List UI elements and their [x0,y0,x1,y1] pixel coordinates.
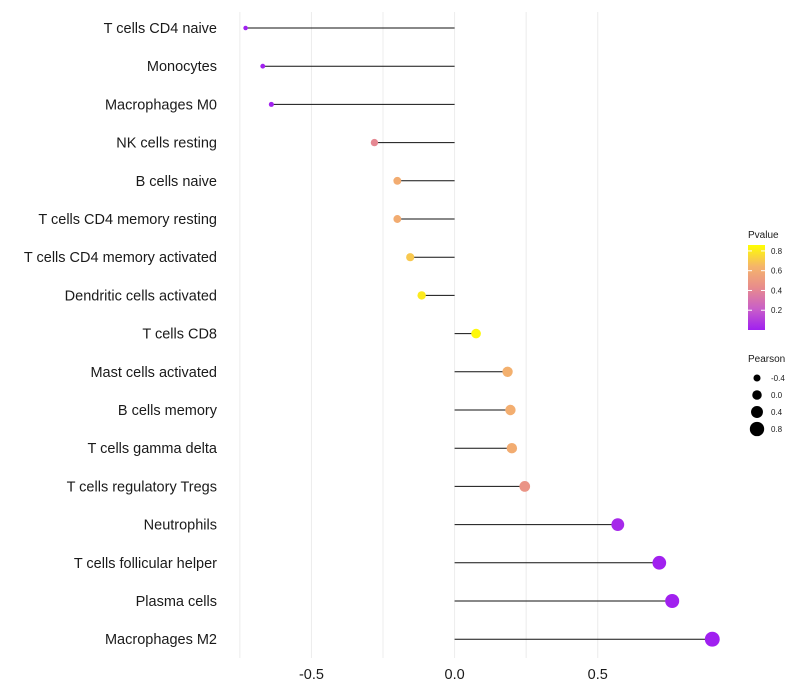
grid-lines [239,12,599,658]
lollipop-point [652,555,667,570]
lollipop-point [505,404,516,416]
category-label: NK cells resting [116,136,217,152]
category-label: T cells follicular helper [74,556,217,572]
pvalue-tick-label: 0.4 [771,286,783,295]
pvalue-legend: Pvalue 0.8 0.6 0.4 0.2 [748,230,783,330]
category-label: B cells naive [136,174,217,190]
x-tick-labels: -0.5 0.0 0.5 [299,667,608,683]
lollipop-points [243,25,720,647]
category-label: T cells CD4 naive [104,21,217,37]
lollipop-point [393,176,402,185]
pvalue-legend-ticks: 0.8 0.6 0.4 0.2 [748,247,783,315]
category-label: Macrophages M0 [105,97,217,113]
category-label: Mast cells activated [90,365,217,381]
lollipop-point [243,25,248,31]
category-label: Neutrophils [144,518,217,534]
pvalue-tick-label: 0.6 [771,267,783,276]
lollipop-point [370,138,379,147]
pearson-legend-label: 0.0 [771,391,783,400]
lollipop-point [268,101,274,107]
lollipop-point [406,253,415,262]
pvalue-legend-title: Pvalue [748,230,779,241]
pvalue-colorbar [748,245,765,330]
pearson-legend-dot [749,421,765,437]
lollipop-point [704,631,720,647]
x-tick-label: -0.5 [299,667,324,683]
category-label: T cells CD8 [142,327,217,343]
lollipop-point [471,328,481,339]
category-label: B cells memory [118,403,218,419]
category-label: Monocytes [147,59,217,75]
pearson-legend-label: -0.4 [771,374,785,383]
x-tick-label: 0.0 [445,667,465,683]
lollipop-point [260,63,266,69]
pearson-legend-items: -0.4 0.0 0.4 0.8 [749,374,785,437]
x-tick-label: 0.5 [588,667,608,683]
pearson-legend-dot [753,374,761,382]
lollipop-point [393,215,402,223]
lollipop-point [611,518,625,532]
category-label: T cells CD4 memory activated [24,250,217,266]
category-labels: T cells CD4 naive Monocytes Macrophages M0… [24,21,218,648]
lollipop-point [506,442,518,454]
category-label: T cells gamma delta [88,441,218,457]
lollipop-point [665,593,680,609]
category-label: T cells CD4 memory resting [38,212,217,228]
category-label: Plasma cells [136,594,217,610]
pearson-legend-dot [752,390,762,400]
pearson-legend-dot [751,406,763,418]
lollipop-point [417,291,426,300]
pvalue-tick-label: 0.8 [771,247,783,256]
pearson-legend-label: 0.4 [771,408,783,417]
pearson-legend-label: 0.8 [771,425,783,434]
lollipop-point [519,481,531,492]
pvalue-tick-label: 0.2 [771,306,783,315]
pearson-legend-title: Pearson [748,354,785,365]
category-label: Dendritic cells activated [65,288,217,304]
lollipop-point [502,366,513,377]
category-label: T cells regulatory Tregs [67,479,217,495]
pearson-legend: Pearson -0.4 0.0 0.4 0.8 [748,354,785,437]
category-label: Macrophages M2 [105,632,217,648]
lollipop-stems [245,27,713,640]
